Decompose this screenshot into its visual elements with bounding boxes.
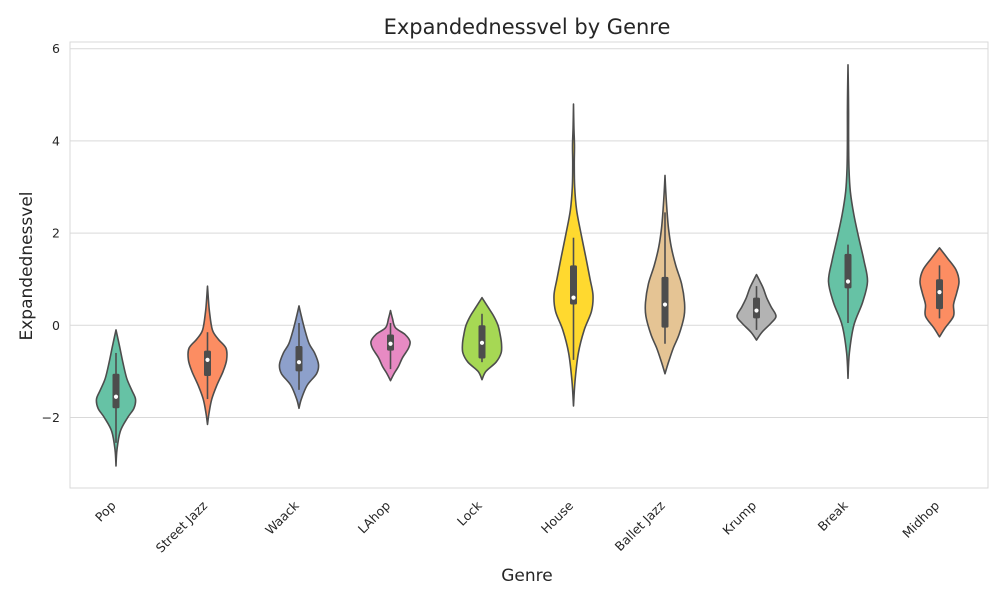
violin-median-dot [937,290,942,295]
x-tick-label: Lock [454,497,485,528]
plot-frame [69,41,989,489]
violin-median-dot [571,295,576,300]
y-tick-labels: −2 0 2 4 6 [42,41,60,425]
violin-iqr-box [844,253,852,289]
violins [95,64,960,467]
x-tick-label: Pop [92,498,119,525]
x-tick-label: Waack [262,497,302,537]
x-tick-label: LAhop [355,498,393,536]
x-tick-labels: Pop Street Jazz Waack LAhop Lock House Ballet … [92,497,942,555]
violin-street-jazz [187,285,228,426]
y-axis-label: Expandednessvel [17,191,37,340]
violin-iqr-box [753,297,760,319]
x-axis-label: Genre [501,566,552,586]
violin-median-dot [845,279,851,284]
violin-lahop [370,309,411,382]
x-tick-label: Break [815,497,852,534]
violin-median-dot [296,360,302,365]
violin-krump [736,273,777,341]
violin-body [827,64,869,380]
violin-iqr-box [295,346,303,372]
violin-median-dot [113,394,119,399]
x-tick-label: Krump [719,498,759,538]
y-tick-label: 4 [52,133,60,148]
y-tick-label: 0 [52,318,60,333]
violin-break [827,64,869,380]
violin-waack [278,305,320,410]
violin-median-dot [662,302,668,307]
y-tick-label: 6 [52,41,60,56]
violin-lock [461,296,503,381]
x-tick-label: Street Jazz [153,498,211,556]
violin-pop [95,329,137,467]
gridlines [70,48,988,418]
violin-ballet-jazz [644,174,686,375]
violin-iqr-box [661,276,669,328]
violin-median-dot [479,340,485,345]
y-tick-label: 2 [52,226,60,241]
violin-house [553,103,594,407]
x-tick-label: Ballet Jazz [612,498,668,554]
violin-iqr-box [112,373,120,409]
chart-title: Expandednessvel by Genre [384,15,671,39]
x-tick-label: House [538,498,577,537]
violin-median-dot [388,341,393,346]
y-tick-label: −2 [42,410,60,425]
violin-midhop [919,247,960,338]
x-tick-label: Midhop [899,498,942,541]
violin-iqr-box [204,350,211,377]
violin-median-dot [205,357,210,362]
violin-median-dot [754,308,759,313]
violin-iqr-box [570,265,577,305]
